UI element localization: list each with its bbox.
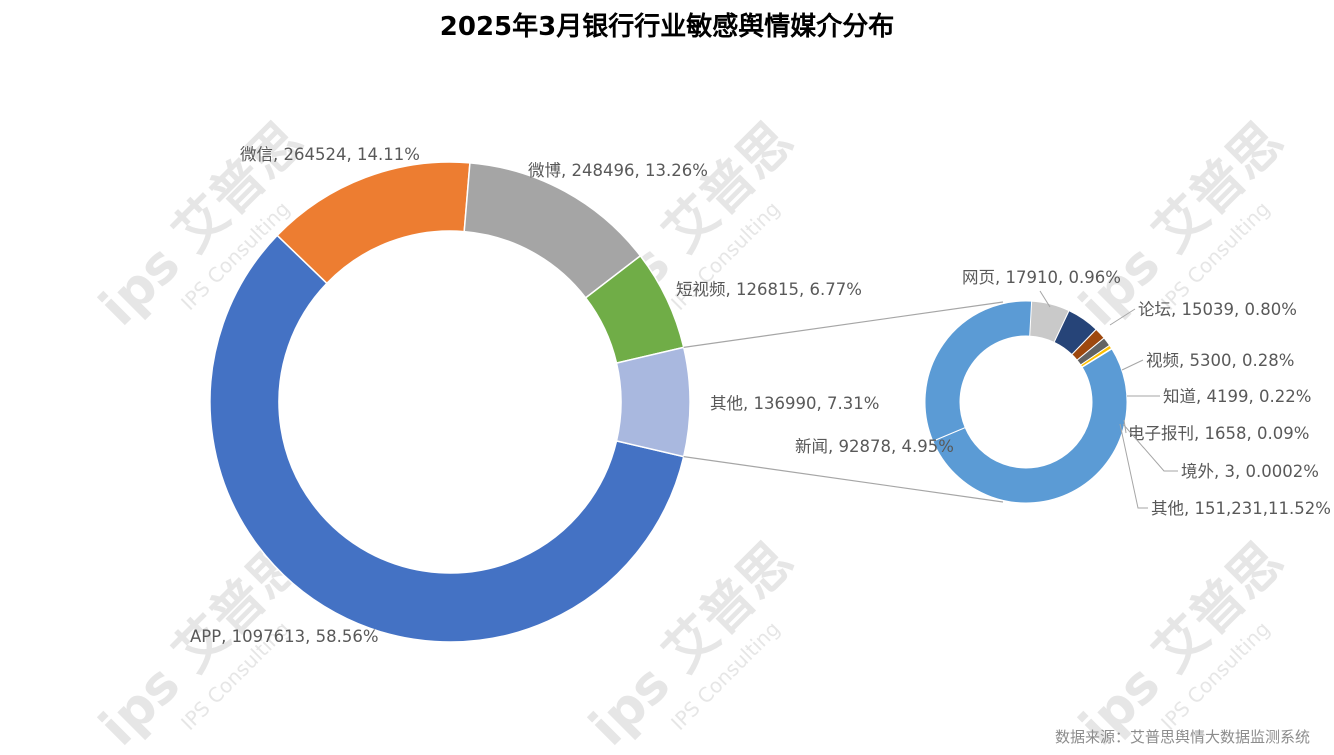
main-label-1: 微信, 264524, 14.11%	[240, 145, 420, 164]
chart-title: 2025年3月银行行业敏感舆情媒介分布	[439, 12, 895, 42]
leader-line-1	[1039, 290, 1051, 308]
leader-line-6	[1122, 423, 1178, 472]
sub-label-4: 知道, 4199, 0.22%	[1163, 387, 1311, 406]
source-note: 数据来源：艾普思舆情大数据监测系统	[1054, 728, 1310, 746]
sub-label-7: 其他, 151,231,11.52%	[1151, 499, 1331, 518]
sub-label-5: 电子报刊, 1658, 0.09%	[1128, 424, 1309, 443]
sub-label-0: 新闻, 92878, 4.95%	[795, 437, 954, 456]
main-slice-0	[209, 234, 685, 643]
sub-doughnut	[924, 300, 1128, 504]
sub-slice-7	[932, 348, 1128, 504]
sub-label-3: 视频, 5300, 0.28%	[1146, 351, 1294, 370]
leader-line-2	[1109, 308, 1136, 326]
data-labels: APP, 1097613, 58.56% 微信, 264524, 14.11% 微博…	[190, 145, 1331, 646]
sub-label-6: 境外, 3, 0.0002%	[1181, 462, 1319, 481]
main-doughnut	[209, 161, 691, 643]
breakdown-connectors	[683, 301, 1004, 503]
main-label-2: 微博, 248496, 13.26%	[528, 161, 708, 180]
leader-line-7	[1119, 423, 1148, 509]
sub-slice-0	[924, 300, 1033, 442]
connector-top	[683, 301, 1004, 348]
main-label-4: 其他, 136990, 7.31%	[710, 394, 879, 413]
main-label-3: 短视频, 126815, 6.77%	[676, 280, 862, 299]
connector-bottom	[683, 456, 1004, 503]
leader-line-3	[1121, 359, 1144, 371]
sub-label-2: 论坛, 15039, 0.80%	[1138, 300, 1297, 319]
main-label-0: APP, 1097613, 58.56%	[190, 627, 379, 646]
main-slice-4	[615, 346, 691, 458]
sub-label-1: 网页, 17910, 0.96%	[962, 268, 1121, 287]
